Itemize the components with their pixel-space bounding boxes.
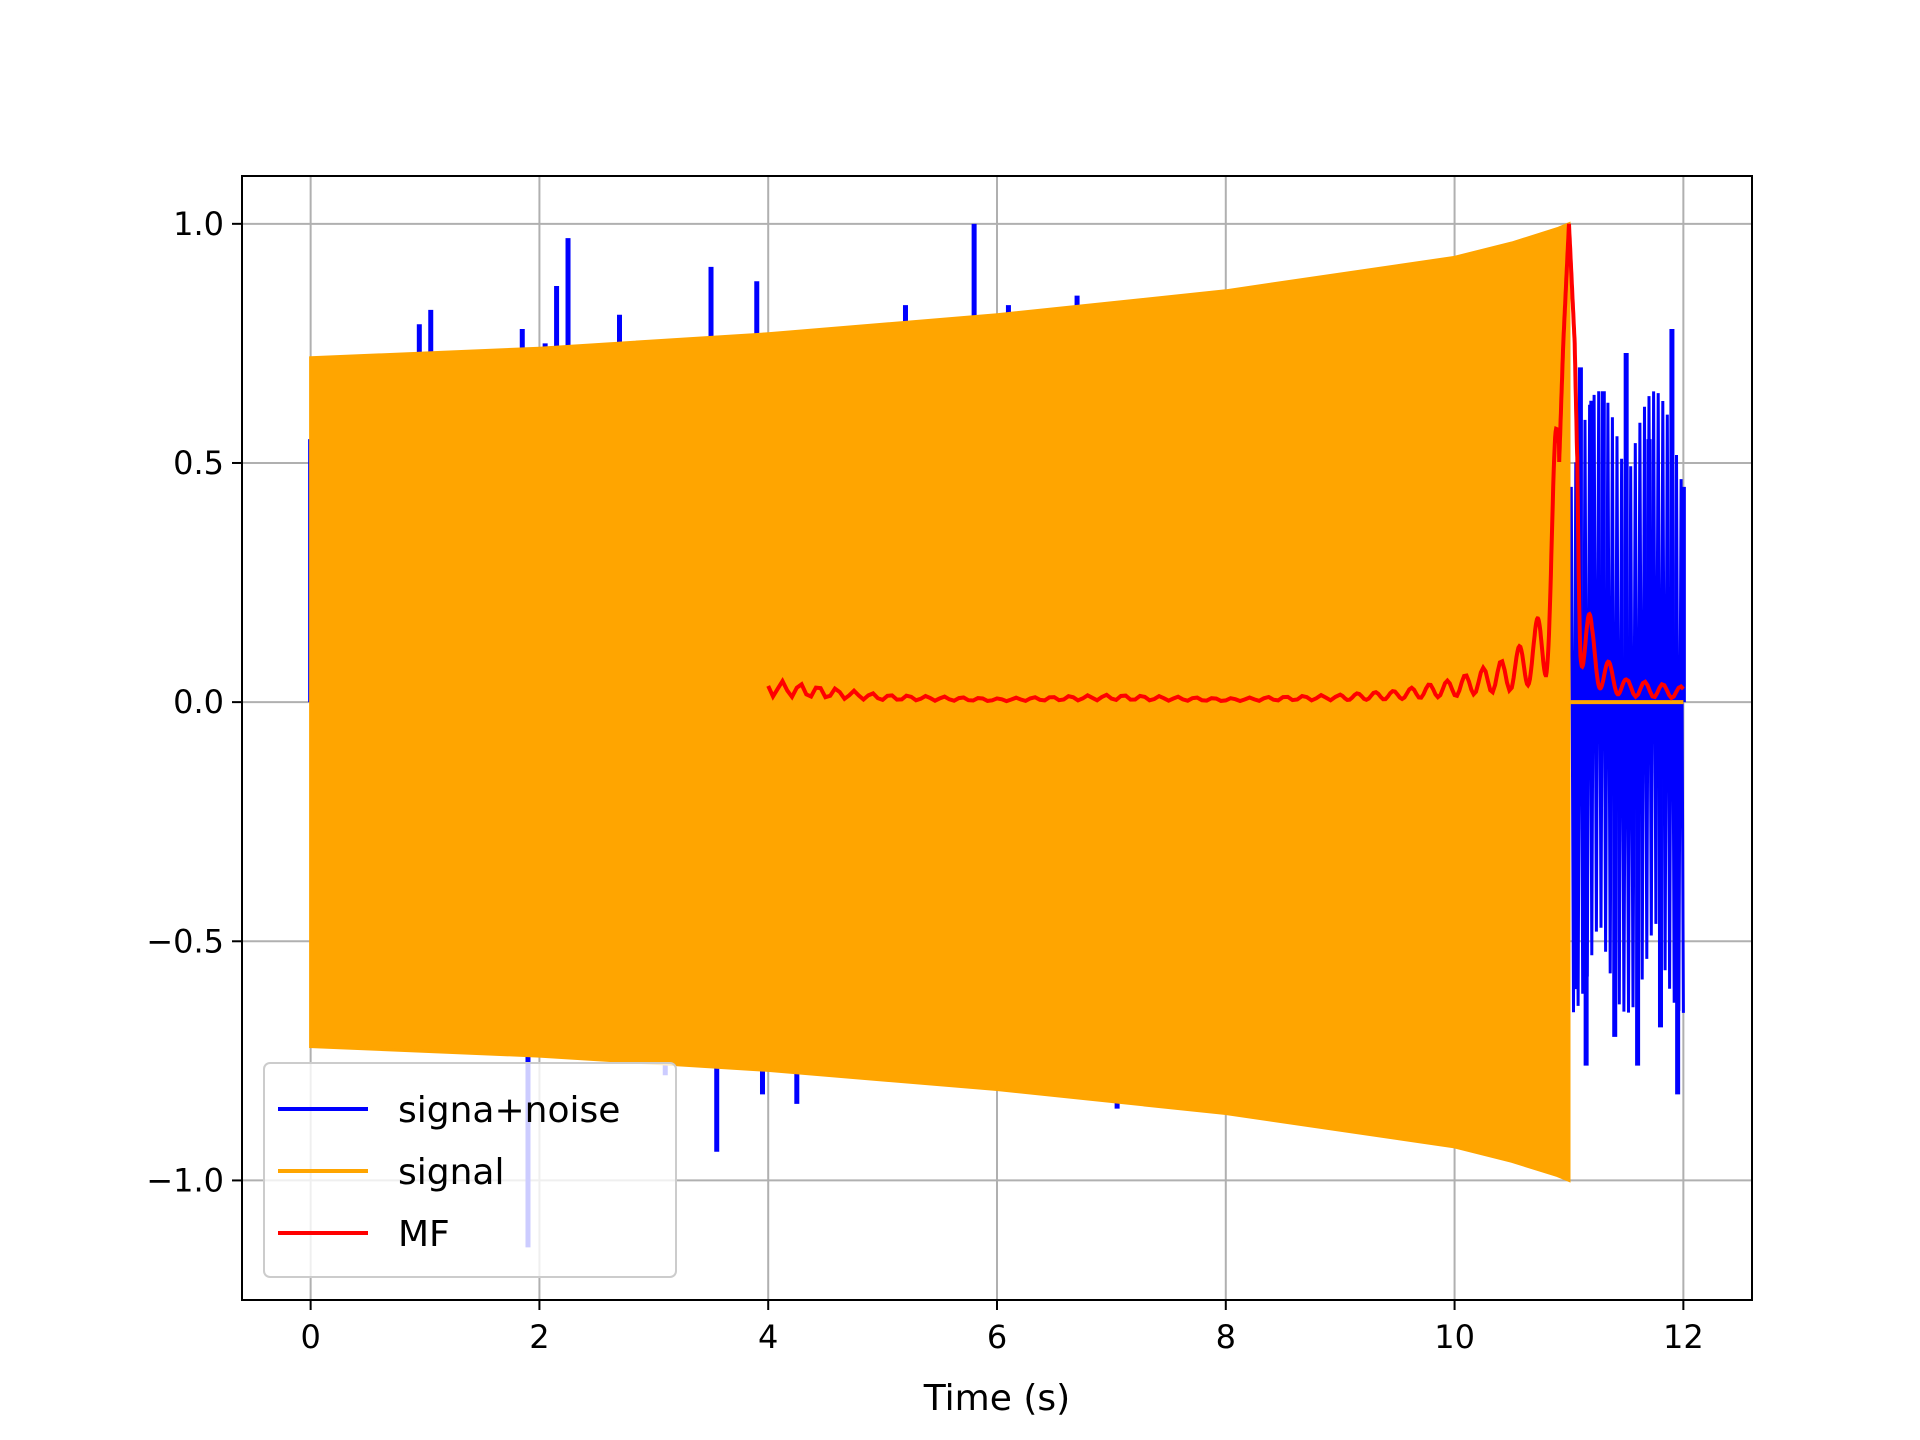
x-tick-label: 10 [1434, 1318, 1475, 1356]
legend: signa+noise signal MF [263, 1062, 677, 1278]
x-tick-label: 2 [529, 1318, 549, 1356]
x-tick-label: 12 [1663, 1318, 1704, 1356]
y-tick-label: −0.5 [146, 922, 224, 960]
series-signal [309, 221, 1571, 1183]
ticks: 0 2 4 6 8 10 12 −1.0 −0.5 0.0 0.5 1.0 [146, 205, 1703, 1356]
x-tick-label: 4 [758, 1318, 778, 1356]
y-tick-label: 0.5 [173, 444, 224, 482]
x-axis-label: Time (s) [923, 1378, 1070, 1419]
x-tick-label: 8 [1216, 1318, 1236, 1356]
noise-tail [1569, 391, 1685, 1013]
y-tick-label: 1.0 [173, 205, 224, 243]
series-mf [766, 223, 1685, 704]
x-tick-label: 0 [300, 1318, 320, 1356]
plot-area [308, 221, 1686, 1248]
y-tick-label: −1.0 [146, 1161, 224, 1199]
x-tick-label: 6 [987, 1318, 1007, 1356]
legend-label: MF [398, 1214, 450, 1255]
legend-box [263, 1062, 677, 1278]
legend-label: signa+noise [398, 1090, 620, 1131]
legend-label: signal [398, 1152, 505, 1193]
y-tick-label: 0.0 [173, 683, 224, 721]
